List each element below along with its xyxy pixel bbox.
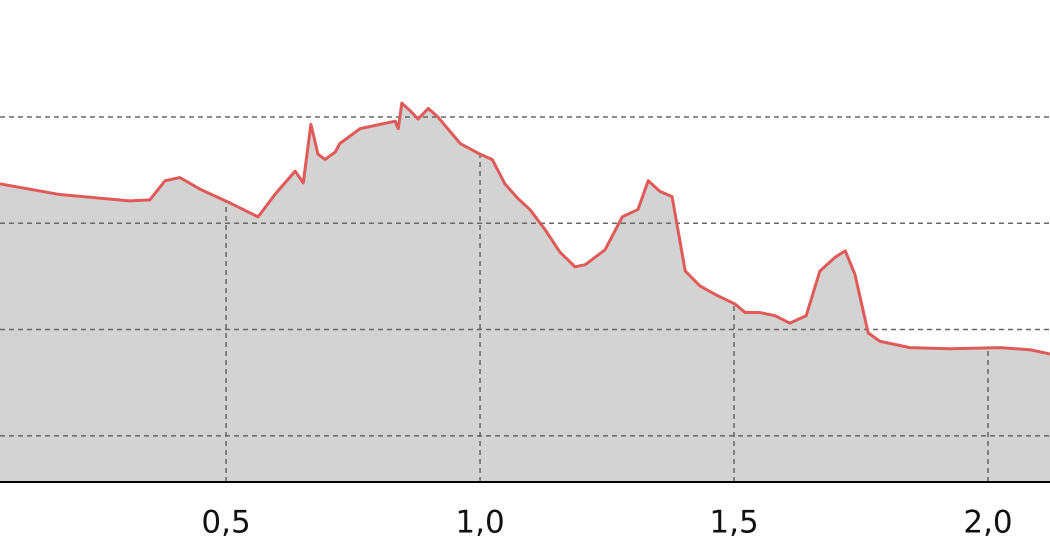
background: [0, 0, 1050, 354]
area: [0, 103, 1050, 483]
line: [0, 101, 1050, 356]
x-tick-label: 1,0: [455, 505, 504, 541]
x-tick-label: 0,5: [201, 505, 250, 541]
x-tick-label: 1,5: [709, 505, 758, 541]
x-tick-label: 2,0: [963, 505, 1012, 541]
